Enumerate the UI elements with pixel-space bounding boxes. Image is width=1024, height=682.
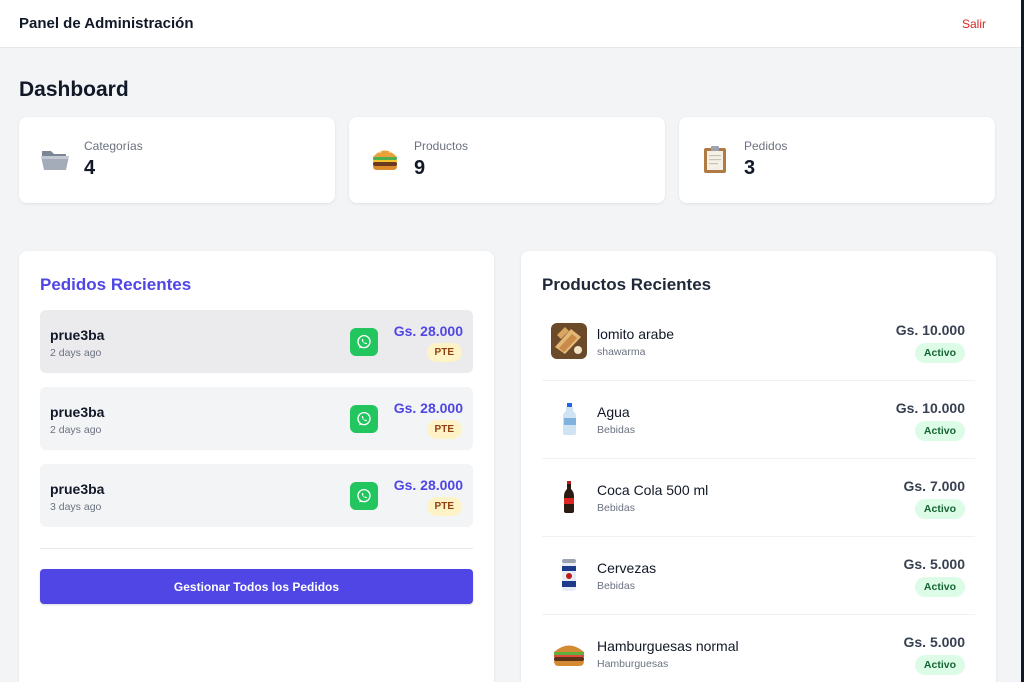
order-customer: prue3ba [50,481,105,497]
product-price: Gs. 5.000 [903,556,966,572]
recent-products-title: Productos Recientes [542,275,712,294]
divider [40,548,473,549]
whatsapp-icon [357,334,371,349]
product-name: Hamburguesas normal [597,638,739,654]
product-category: Bebidas [597,502,635,514]
shawarma-icon [551,323,587,359]
product-row[interactable]: Coca Cola 500 ml Bebidas Gs. 7.000 Activ… [542,459,975,537]
stat-value: 4 [84,157,96,179]
product-category: Bebidas [597,424,635,436]
whatsapp-button[interactable] [350,405,378,433]
folder-icon [39,143,71,175]
status-badge: Activo [914,343,965,363]
order-customer: prue3ba [50,327,105,343]
product-price: Gs. 7.000 [903,478,966,494]
whatsapp-icon [357,488,371,503]
burger-icon [369,143,401,175]
recent-orders-title: Pedidos Recientes [40,275,192,294]
product-price: Gs. 10.000 [895,400,965,416]
page-title: Dashboard [19,78,129,101]
order-total: Gs. 28.000 [393,400,463,416]
order-time: 2 days ago [50,347,102,359]
status-badge: Activo [914,577,965,597]
stat-card-orders: Pedidos 3 [679,117,995,203]
product-price: Gs. 5.000 [903,634,966,650]
product-category: Bebidas [597,580,635,592]
whatsapp-icon [357,411,371,426]
product-name: lomito arabe [597,326,675,342]
status-badge: PTE [426,343,462,362]
product-category: shawarma [597,346,646,358]
whatsapp-button[interactable] [350,328,378,356]
logout-link[interactable]: Salir [961,16,986,31]
status-badge: PTE [426,497,462,516]
stat-value: 3 [744,157,756,179]
stat-label: Categorías [84,139,143,153]
product-row[interactable]: Agua Bebidas Gs. 10.000 Activo [542,381,975,459]
product-price: Gs. 10.000 [895,322,965,338]
order-time: 2 days ago [50,424,102,436]
product-name: Cervezas [597,560,657,576]
product-name: Agua [597,404,630,420]
product-row[interactable]: Cervezas Bebidas Gs. 5.000 Activo [542,537,975,615]
app-title: Panel de Administración [19,15,194,32]
recent-products-panel: Productos Recientes lomito arabe shawarm… [521,251,996,682]
status-badge: Activo [914,499,965,519]
order-total: Gs. 28.000 [393,323,463,339]
stat-card-categories: Categorías 4 [19,117,335,203]
product-row[interactable]: Hamburguesas normal Hamburguesas Gs. 5.0… [542,615,975,682]
order-row[interactable]: prue3ba 2 days ago Gs. 28.000 PTE [40,387,473,450]
window-edge [1021,0,1024,682]
recent-orders-panel: Pedidos Recientes prue3ba 2 days ago Gs.… [19,251,494,682]
order-customer: prue3ba [50,404,105,420]
top-bar: Panel de Administración Salir [0,0,1024,48]
whatsapp-button[interactable] [350,482,378,510]
stat-card-products: Productos 9 [349,117,665,203]
manage-orders-button[interactable]: Gestionar Todos los Pedidos [40,569,473,604]
status-badge: Activo [914,655,965,675]
status-badge: PTE [426,420,462,439]
cola-bottle-icon [551,479,587,515]
stat-label: Productos [414,139,469,153]
order-row[interactable]: prue3ba 3 days ago Gs. 28.000 PTE [40,464,473,527]
product-category: Hamburguesas [597,658,669,670]
status-badge: Activo [914,421,965,441]
hamburger-icon [551,635,587,671]
beer-can-icon [551,557,587,593]
order-time: 3 days ago [50,501,102,513]
stat-label: Pedidos [744,139,788,153]
stat-value: 9 [414,157,426,179]
water-bottle-icon [551,401,587,437]
product-row[interactable]: lomito arabe shawarma Gs. 10.000 Activo [542,303,975,381]
order-row[interactable]: prue3ba 2 days ago Gs. 28.000 PTE [40,310,473,373]
order-total: Gs. 28.000 [393,477,463,493]
product-name: Coca Cola 500 ml [597,482,709,498]
clipboard-icon [699,143,731,175]
